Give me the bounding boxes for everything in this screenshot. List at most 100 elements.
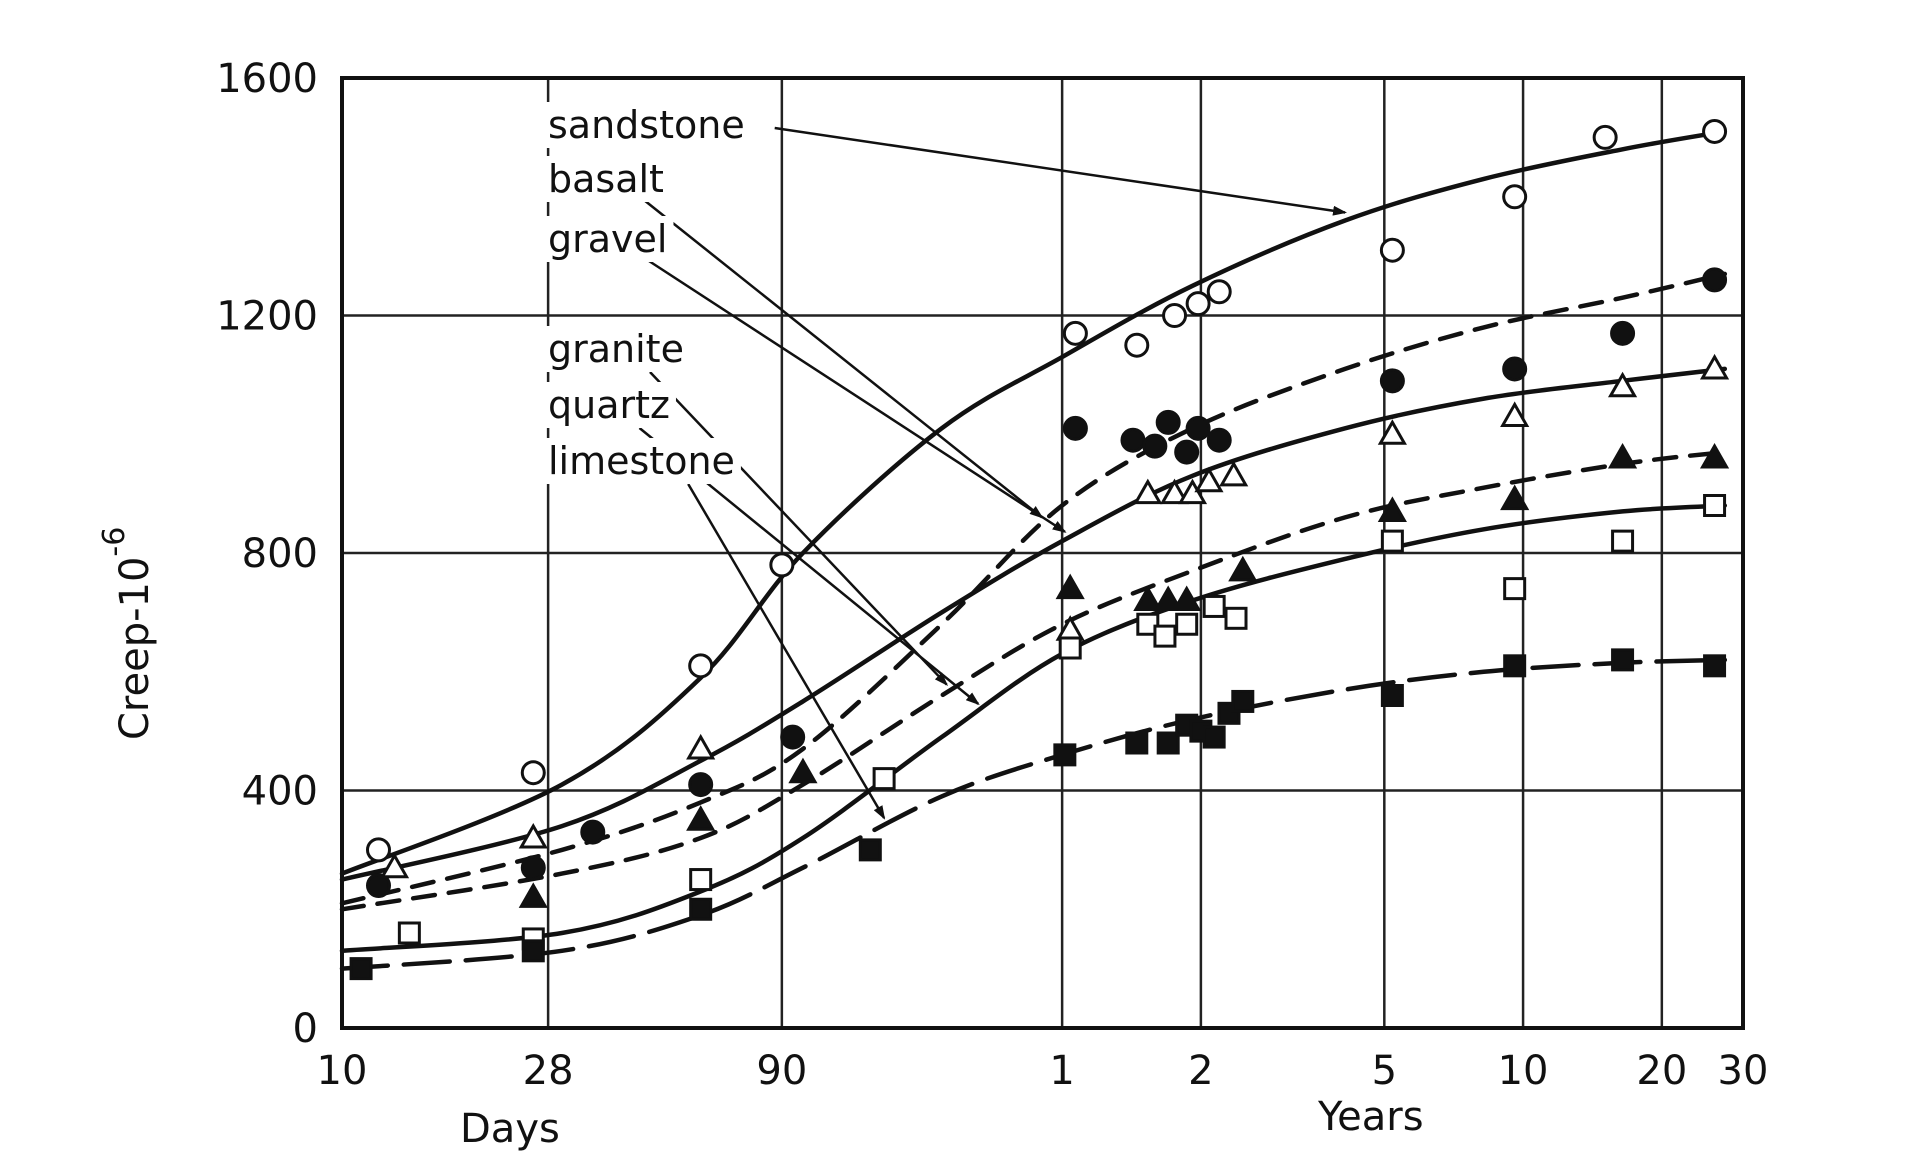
point-quartz-11 xyxy=(1503,577,1527,601)
point-quartz-7 xyxy=(1175,612,1199,636)
point-sandstone-5 xyxy=(1124,332,1150,358)
point-basalt-0 xyxy=(365,873,391,898)
point-sandstone-3 xyxy=(769,552,795,578)
point-basalt-10 xyxy=(1185,415,1211,441)
point-gravel-8 xyxy=(1219,460,1249,487)
x-tick-label-5: 5 xyxy=(1372,1048,1397,1094)
point-granite-11 xyxy=(1699,442,1730,469)
x-axis-label-days: Days xyxy=(460,1106,560,1152)
point-quartz-12 xyxy=(1611,529,1635,553)
point-granite-7 xyxy=(1228,555,1258,582)
arrow-sandstone xyxy=(774,126,1348,216)
y-tick-label-4: 1600 xyxy=(216,56,318,102)
point-quartz-5 xyxy=(1136,612,1160,636)
point-granite-2 xyxy=(788,757,818,784)
point-limestone-0 xyxy=(349,957,373,981)
point-basalt-3 xyxy=(688,772,714,798)
point-quartz-2 xyxy=(689,868,713,892)
point-limestone-14 xyxy=(1611,648,1635,672)
y-tick-label-2: 800 xyxy=(242,531,318,577)
point-granite-3 xyxy=(1055,573,1085,600)
arrow-basalt xyxy=(643,199,1044,519)
legend-bg-sandstone xyxy=(542,102,751,148)
point-limestone-15 xyxy=(1703,654,1727,678)
x-tick-label-0: 10 xyxy=(317,1048,368,1094)
point-sandstone-10 xyxy=(1502,184,1528,210)
point-sandstone-2 xyxy=(688,653,714,679)
y-tick-label-0: 0 xyxy=(293,1006,318,1052)
point-quartz-8 xyxy=(1202,594,1226,618)
x-tick-label-1: 28 xyxy=(523,1048,574,1094)
legend-label-basalt: basalt xyxy=(548,157,664,201)
x-tick-label-3: 1 xyxy=(1049,1048,1074,1094)
point-basalt-6 xyxy=(1120,427,1146,453)
point-quartz-9 xyxy=(1224,606,1248,630)
point-limestone-4 xyxy=(1053,743,1077,767)
legend-label-quartz: quartz xyxy=(548,383,670,427)
legend-label-sandstone: sandstone xyxy=(548,103,745,147)
y-axis-label: Creep-10-6 xyxy=(97,527,158,740)
point-sandstone-4 xyxy=(1062,320,1088,346)
point-quartz-3 xyxy=(872,767,896,791)
point-sandstone-6 xyxy=(1162,303,1188,328)
point-basalt-4 xyxy=(780,724,806,750)
x-tick-label-8: 30 xyxy=(1718,1048,1769,1094)
grid xyxy=(340,76,1745,1030)
arrow-granite xyxy=(649,371,949,687)
point-sandstone-9 xyxy=(1379,237,1405,263)
point-granite-10 xyxy=(1607,442,1638,469)
tick-labels: 0 400 800 1200 1600 10 28 90 1 2 5 10 20 30 xyxy=(216,56,1768,1094)
point-limestone-6 xyxy=(1156,731,1180,755)
curve-quartz xyxy=(339,503,1728,954)
point-basalt-9 xyxy=(1174,439,1200,465)
legend-bg-quartz xyxy=(542,382,676,428)
point-quartz-6 xyxy=(1153,624,1177,648)
point-gravel-1 xyxy=(518,822,548,849)
curve-limestone xyxy=(339,657,1728,971)
legend-label-granite: granite xyxy=(548,327,684,371)
point-limestone-13 xyxy=(1503,654,1527,678)
point-limestone-3 xyxy=(858,838,882,862)
legend: sandstone basalt gravel granite quartz limest… xyxy=(542,102,751,484)
point-sandstone-8 xyxy=(1206,279,1232,305)
point-gravel-4 xyxy=(1133,478,1163,505)
plot-frame xyxy=(340,76,1745,1030)
x-tick-label-6: 10 xyxy=(1498,1048,1549,1094)
point-basalt-15 xyxy=(1702,267,1728,293)
point-gravel-5 xyxy=(1159,478,1190,505)
point-gravel-2 xyxy=(686,733,716,760)
point-basalt-13 xyxy=(1502,356,1528,382)
point-limestone-5 xyxy=(1125,731,1149,755)
point-basalt-2 xyxy=(580,819,606,845)
point-limestone-11 xyxy=(1231,689,1255,713)
legend-bg-limestone xyxy=(542,438,741,484)
point-sandstone-0 xyxy=(365,837,391,863)
curve-granite xyxy=(339,449,1728,912)
x-tick-label-2: 90 xyxy=(756,1048,807,1094)
point-granite-4 xyxy=(1133,585,1163,611)
point-limestone-2 xyxy=(689,897,713,921)
point-granite-8 xyxy=(1377,496,1407,522)
legend-bg-gravel xyxy=(542,216,674,262)
point-gravel-7 xyxy=(1194,466,1224,493)
point-granite-5 xyxy=(1153,585,1183,611)
arrow-gravel xyxy=(646,258,1067,533)
point-basalt-5 xyxy=(1062,415,1088,441)
point-granite-0 xyxy=(518,882,548,908)
point-limestone-9 xyxy=(1202,725,1226,749)
point-limestone-12 xyxy=(1380,684,1404,707)
legend-label-limestone: limestone xyxy=(548,439,735,483)
point-basalt-11 xyxy=(1206,427,1232,453)
point-sandstone-12 xyxy=(1702,118,1728,144)
point-gravel-10 xyxy=(1500,401,1530,427)
point-gravel-12 xyxy=(1699,353,1730,380)
arrow-limestone xyxy=(687,483,886,820)
curve-basalt xyxy=(339,271,1728,906)
point-granite-1 xyxy=(686,805,716,831)
legend-label-gravel: gravel xyxy=(548,217,667,261)
curve-gravel xyxy=(339,366,1728,882)
point-gravel-11 xyxy=(1607,371,1638,398)
point-quartz-4 xyxy=(1058,636,1082,660)
y-tick-label-1: 400 xyxy=(242,769,318,815)
point-gravel-9 xyxy=(1377,419,1407,445)
